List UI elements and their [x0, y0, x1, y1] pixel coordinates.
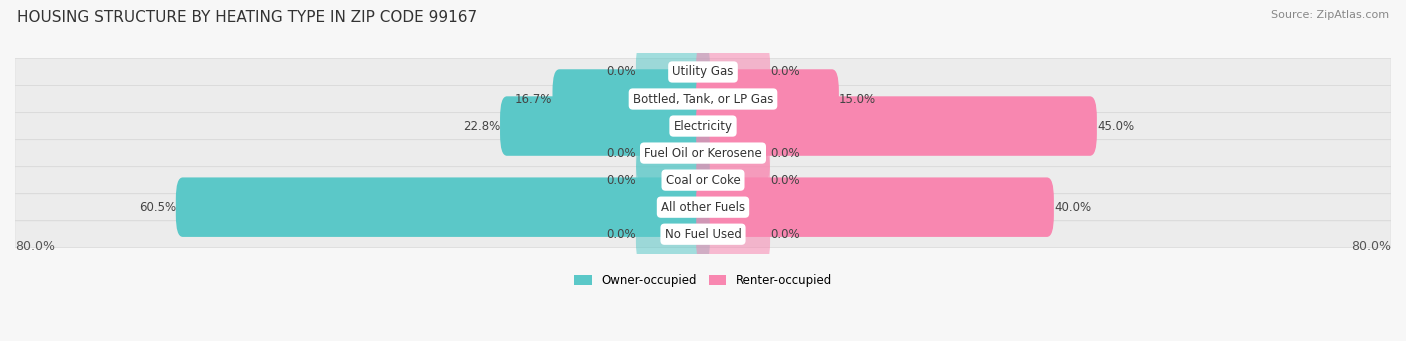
- FancyBboxPatch shape: [696, 150, 770, 210]
- Text: 60.5%: 60.5%: [139, 201, 176, 214]
- FancyBboxPatch shape: [636, 205, 710, 264]
- Legend: Owner-occupied, Renter-occupied: Owner-occupied, Renter-occupied: [569, 270, 837, 292]
- FancyBboxPatch shape: [636, 150, 710, 210]
- FancyBboxPatch shape: [15, 113, 1391, 139]
- FancyBboxPatch shape: [696, 123, 770, 183]
- FancyBboxPatch shape: [636, 123, 710, 183]
- FancyBboxPatch shape: [15, 221, 1391, 248]
- Text: 80.0%: 80.0%: [15, 240, 55, 253]
- Text: No Fuel Used: No Fuel Used: [665, 228, 741, 241]
- Text: 0.0%: 0.0%: [770, 174, 800, 187]
- FancyBboxPatch shape: [696, 42, 770, 102]
- Text: 0.0%: 0.0%: [606, 65, 636, 78]
- Text: Source: ZipAtlas.com: Source: ZipAtlas.com: [1271, 10, 1389, 20]
- FancyBboxPatch shape: [636, 42, 710, 102]
- Text: 0.0%: 0.0%: [606, 147, 636, 160]
- Text: 15.0%: 15.0%: [839, 92, 876, 105]
- Text: 0.0%: 0.0%: [770, 228, 800, 241]
- FancyBboxPatch shape: [696, 177, 1054, 237]
- FancyBboxPatch shape: [15, 140, 1391, 166]
- Text: 0.0%: 0.0%: [770, 65, 800, 78]
- Text: HOUSING STRUCTURE BY HEATING TYPE IN ZIP CODE 99167: HOUSING STRUCTURE BY HEATING TYPE IN ZIP…: [17, 10, 477, 25]
- Text: 45.0%: 45.0%: [1097, 120, 1135, 133]
- FancyBboxPatch shape: [15, 194, 1391, 221]
- Text: All other Fuels: All other Fuels: [661, 201, 745, 214]
- Text: 0.0%: 0.0%: [606, 174, 636, 187]
- Text: 0.0%: 0.0%: [770, 147, 800, 160]
- FancyBboxPatch shape: [696, 69, 839, 129]
- Text: 0.0%: 0.0%: [606, 228, 636, 241]
- Text: 80.0%: 80.0%: [1351, 240, 1391, 253]
- FancyBboxPatch shape: [15, 59, 1391, 85]
- Text: Fuel Oil or Kerosene: Fuel Oil or Kerosene: [644, 147, 762, 160]
- Text: Electricity: Electricity: [673, 120, 733, 133]
- FancyBboxPatch shape: [176, 177, 710, 237]
- FancyBboxPatch shape: [696, 96, 1097, 156]
- FancyBboxPatch shape: [501, 96, 710, 156]
- FancyBboxPatch shape: [15, 167, 1391, 193]
- Text: Coal or Coke: Coal or Coke: [665, 174, 741, 187]
- Text: Bottled, Tank, or LP Gas: Bottled, Tank, or LP Gas: [633, 92, 773, 105]
- Text: 22.8%: 22.8%: [463, 120, 501, 133]
- FancyBboxPatch shape: [696, 205, 770, 264]
- FancyBboxPatch shape: [553, 69, 710, 129]
- FancyBboxPatch shape: [15, 86, 1391, 113]
- Text: Utility Gas: Utility Gas: [672, 65, 734, 78]
- Text: 16.7%: 16.7%: [515, 92, 553, 105]
- Text: 40.0%: 40.0%: [1054, 201, 1091, 214]
